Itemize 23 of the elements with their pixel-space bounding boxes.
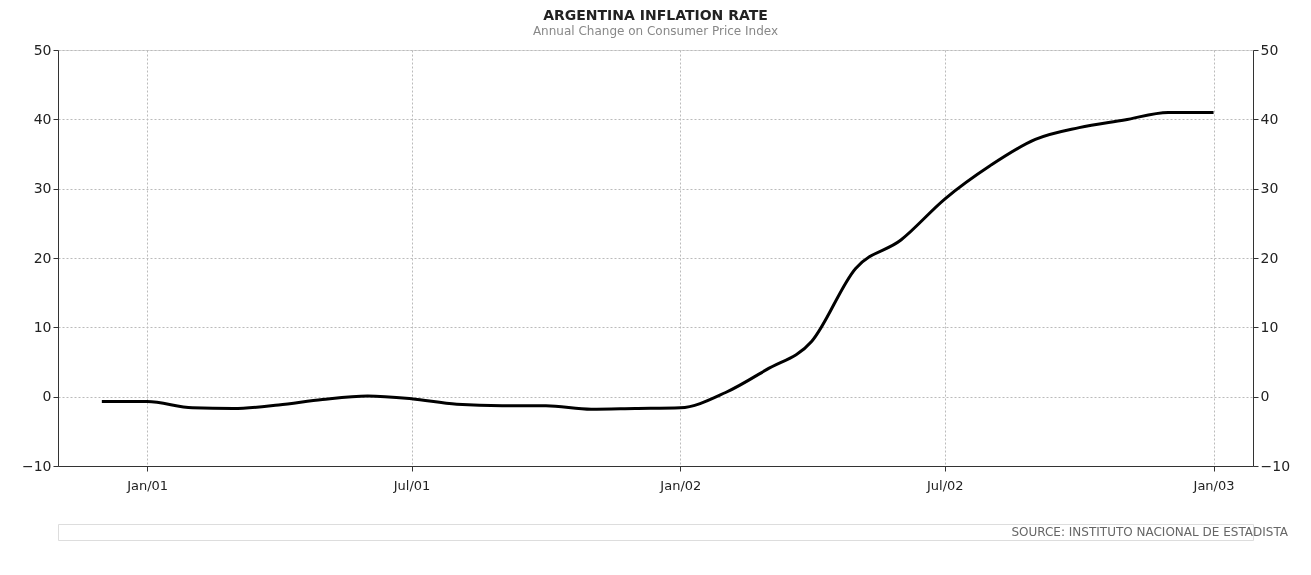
y2-tick-label: 0 — [1260, 388, 1270, 405]
x-tick-label: Jul/02 — [925, 477, 964, 493]
x-tick-label: Jan/01 — [126, 477, 169, 493]
x-tick-label: Jan/02 — [659, 477, 702, 493]
y2-tick-label: −10 — [1260, 457, 1291, 474]
y2-tick-label: 40 — [1260, 110, 1279, 127]
x-tick-label: Jan/03 — [1192, 477, 1235, 493]
y2-tick-label: 20 — [1260, 249, 1279, 266]
y2-tick-label: 30 — [1260, 180, 1279, 197]
y2-tick-label: 50 — [1260, 41, 1279, 58]
y-tick-label: −10 — [21, 457, 52, 474]
y2-tick-label: 10 — [1260, 318, 1279, 335]
chart-title: ARGENTINA INFLATION RATE — [543, 7, 768, 23]
source-note: SOURCE: INSTITUTO NACIONAL DE ESTADISTA — [1011, 525, 1289, 539]
y-tick-label: 30 — [33, 180, 52, 197]
y-tick-label: 0 — [42, 388, 52, 405]
chart-subtitle: Annual Change on Consumer Price Index — [532, 24, 779, 38]
y-tick-label: 40 — [33, 110, 52, 127]
y-tick-label: 10 — [33, 318, 52, 335]
y-tick-label: 50 — [33, 41, 52, 58]
y-tick-label: 20 — [33, 249, 52, 266]
x-tick-label: Jul/01 — [392, 477, 431, 493]
line-series — [100, 110, 1216, 411]
